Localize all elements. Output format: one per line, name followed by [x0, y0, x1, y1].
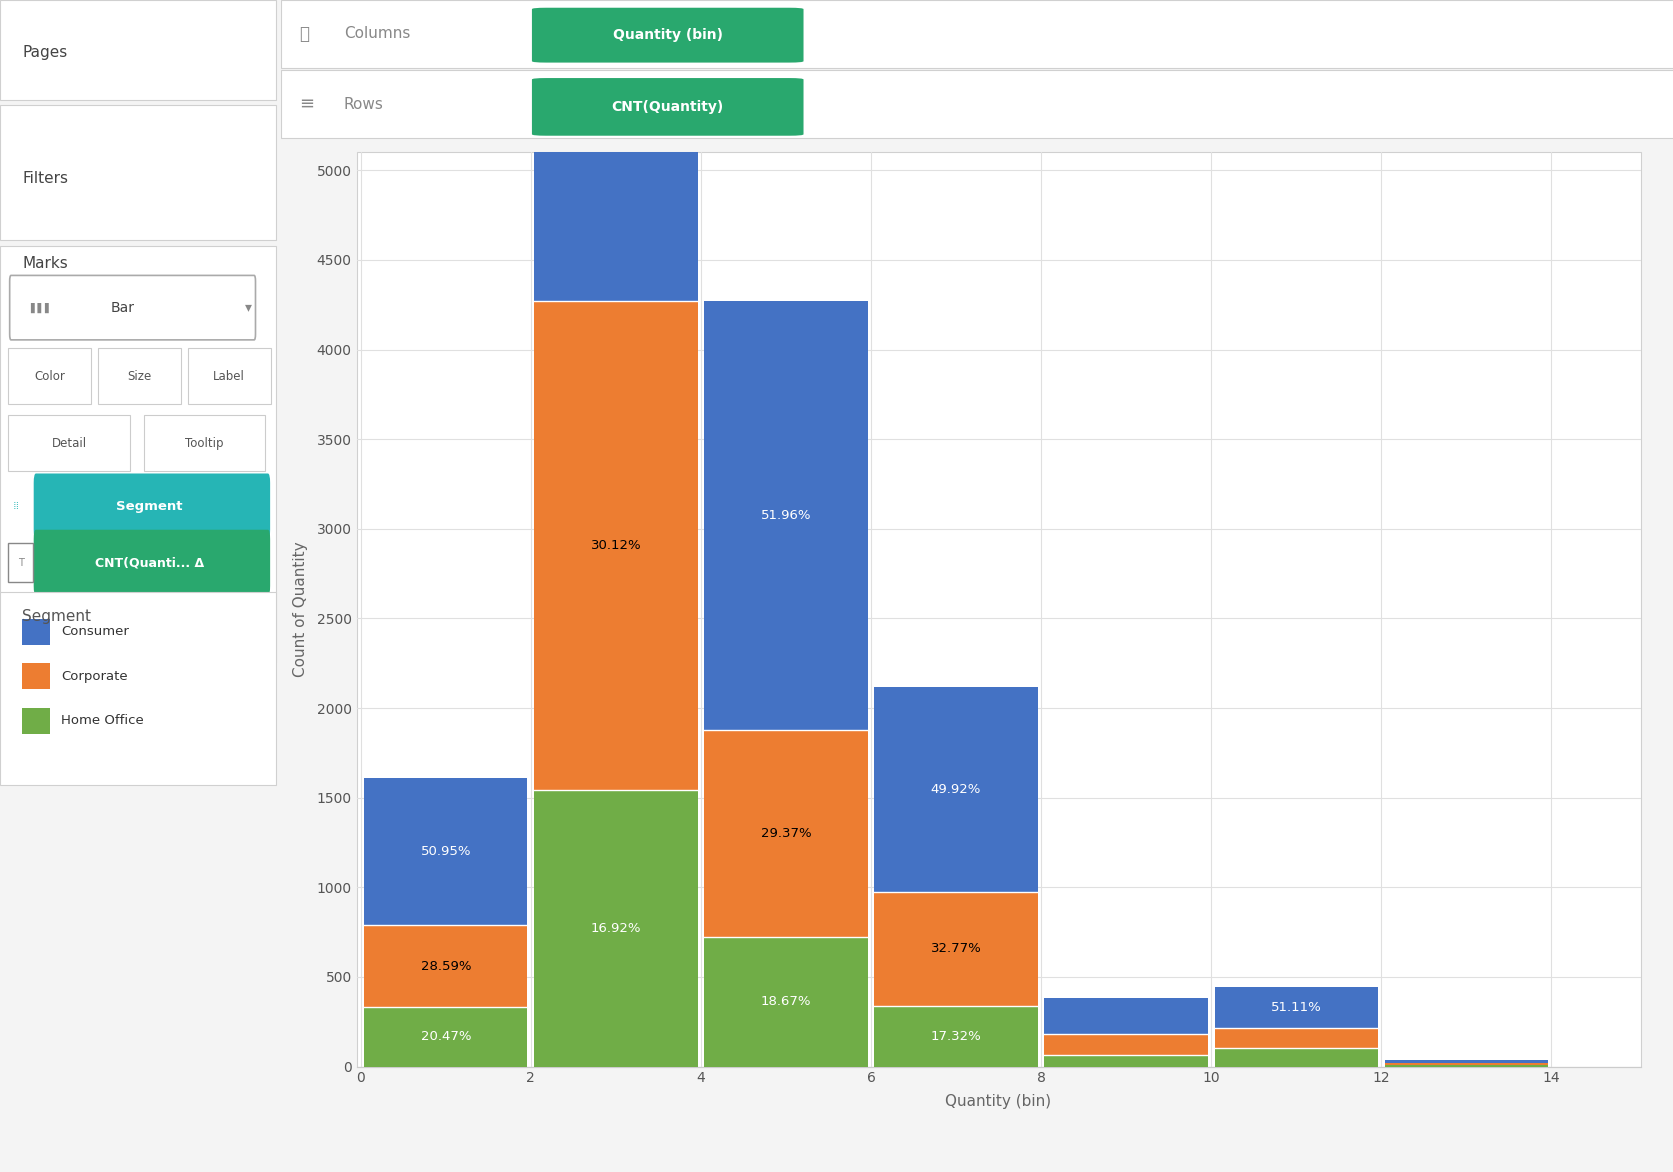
Bar	[0, 246, 276, 662]
Bar	[1384, 1063, 1548, 1065]
Bar	[281, 70, 1673, 138]
Bar	[365, 925, 527, 1008]
Bar	[0, 592, 276, 785]
Text: Bar: Bar	[110, 301, 134, 314]
Bar	[534, 0, 698, 301]
Text: Detail: Detail	[52, 436, 87, 450]
Text: Consumer: Consumer	[60, 625, 129, 639]
Bar	[1044, 1034, 1206, 1055]
Text: ▾: ▾	[244, 301, 253, 314]
FancyBboxPatch shape	[532, 8, 803, 62]
Text: 50.95%: 50.95%	[420, 845, 470, 858]
Text: 32.77%: 32.77%	[930, 942, 980, 955]
Text: 17.32%: 17.32%	[930, 1029, 980, 1043]
Bar	[22, 619, 50, 645]
Bar	[873, 688, 1037, 892]
Text: ⫼: ⫼	[299, 25, 310, 42]
Text: T: T	[18, 558, 23, 567]
Bar	[187, 348, 271, 404]
Bar	[1044, 1055, 1206, 1067]
Bar	[873, 892, 1037, 1006]
Text: 51.11%: 51.11%	[1270, 1001, 1320, 1014]
Text: Segment: Segment	[22, 609, 90, 625]
Bar	[365, 778, 527, 925]
Text: Corporate: Corporate	[60, 669, 127, 683]
Bar	[1215, 987, 1377, 1028]
Text: Marks: Marks	[22, 257, 69, 271]
Text: Size: Size	[127, 369, 152, 383]
Bar	[99, 348, 181, 404]
Text: Color: Color	[33, 369, 65, 383]
Text: Label: Label	[212, 369, 244, 383]
Bar	[534, 301, 698, 790]
Text: ⁞⁞: ⁞⁞	[13, 502, 20, 511]
Text: 51.96%: 51.96%	[760, 509, 811, 522]
Text: Home Office: Home Office	[60, 714, 144, 728]
Bar	[1215, 1028, 1377, 1048]
Bar	[8, 348, 90, 404]
Text: Segment: Segment	[115, 499, 182, 513]
Bar	[8, 415, 130, 471]
Bar	[873, 1006, 1037, 1067]
FancyBboxPatch shape	[532, 79, 803, 136]
Text: CNT(Quanti... Δ: CNT(Quanti... Δ	[95, 556, 204, 570]
Bar	[534, 790, 698, 1067]
Bar	[704, 301, 867, 729]
Text: Pages: Pages	[22, 46, 67, 60]
Bar	[1384, 1059, 1548, 1063]
Text: 20.47%: 20.47%	[420, 1030, 470, 1043]
Text: CNT(Quantity): CNT(Quantity)	[611, 100, 723, 114]
Text: 29.37%: 29.37%	[760, 827, 811, 840]
Text: Columns: Columns	[343, 26, 410, 41]
Bar	[281, 0, 1673, 68]
Text: Rows: Rows	[343, 96, 383, 111]
Bar	[0, 0, 276, 100]
X-axis label: Quantity (bin): Quantity (bin)	[945, 1093, 1051, 1109]
Text: ▌▌▌: ▌▌▌	[30, 302, 52, 313]
Bar	[704, 938, 867, 1067]
FancyBboxPatch shape	[33, 530, 269, 595]
Text: ≡: ≡	[299, 95, 315, 113]
Text: Filters: Filters	[22, 171, 69, 185]
FancyBboxPatch shape	[33, 473, 269, 539]
Bar	[0, 105, 276, 240]
Bar	[22, 708, 50, 734]
Bar	[365, 1008, 527, 1067]
Y-axis label: Count of Quantity: Count of Quantity	[293, 541, 308, 677]
Text: Quantity (bin): Quantity (bin)	[612, 28, 723, 42]
Text: 18.67%: 18.67%	[760, 995, 811, 1008]
Text: 49.92%: 49.92%	[930, 783, 980, 796]
Text: 30.12%: 30.12%	[591, 539, 641, 552]
Bar	[1044, 999, 1206, 1034]
Bar	[22, 663, 50, 689]
Text: 28.59%: 28.59%	[420, 960, 470, 973]
Bar	[144, 415, 264, 471]
Bar	[8, 543, 33, 582]
FancyBboxPatch shape	[10, 275, 256, 340]
Text: Tooltip: Tooltip	[186, 436, 224, 450]
Bar	[1215, 1048, 1377, 1067]
Text: 16.92%: 16.92%	[591, 922, 641, 935]
Bar	[1384, 1065, 1548, 1067]
Bar	[704, 729, 867, 938]
